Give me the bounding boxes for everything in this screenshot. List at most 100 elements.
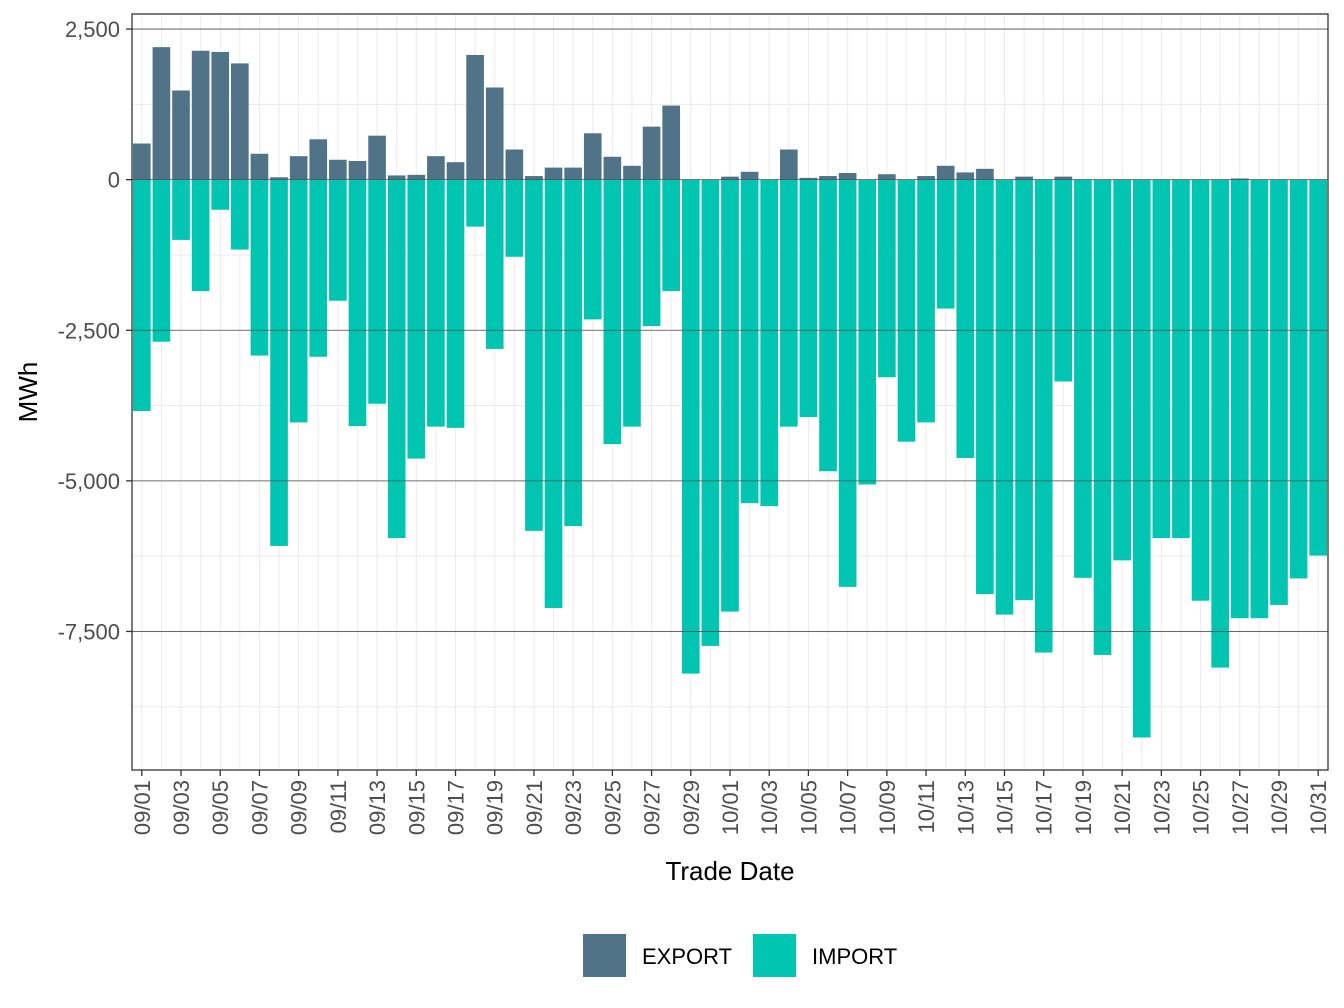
import-bar xyxy=(976,179,994,595)
import-bar xyxy=(485,179,504,349)
x-tick-label: 09/03 xyxy=(169,780,194,835)
import-bar xyxy=(1230,179,1249,619)
import-bar xyxy=(505,179,524,257)
import-bar xyxy=(1172,179,1190,539)
import-bar xyxy=(603,179,622,445)
export-bar xyxy=(819,176,837,180)
export-bar xyxy=(309,139,328,180)
legend-key-import xyxy=(753,934,796,977)
import-bar xyxy=(1054,179,1073,382)
import-bar xyxy=(701,179,720,646)
legend-key-export xyxy=(583,934,626,977)
import-bar xyxy=(642,179,661,327)
import-bar xyxy=(446,179,465,428)
export-bar xyxy=(936,165,955,180)
export-bar xyxy=(329,159,347,180)
x-tick-label: 09/27 xyxy=(640,780,665,835)
export-bar xyxy=(956,172,975,180)
import-bar xyxy=(231,179,249,250)
import-bar xyxy=(838,179,857,587)
export-bar xyxy=(976,168,994,180)
x-tick-label: 10/09 xyxy=(875,780,900,835)
x-tick-label: 10/13 xyxy=(953,780,978,835)
import-bar xyxy=(132,179,151,411)
x-tick-label: 10/01 xyxy=(718,780,743,835)
import-bar xyxy=(1191,179,1210,601)
x-tick-label: 10/07 xyxy=(836,780,861,835)
export-bar xyxy=(368,135,386,180)
export-bar xyxy=(387,175,406,180)
x-tick-label: 10/21 xyxy=(1110,780,1135,835)
import-bar xyxy=(1034,179,1053,653)
export-bar xyxy=(662,105,681,180)
import-bar xyxy=(1093,179,1112,655)
import-bar xyxy=(1015,179,1033,601)
import-bar xyxy=(760,179,779,507)
x-tick-label: 09/01 xyxy=(130,780,155,835)
legend: EXPORT IMPORT xyxy=(583,934,897,977)
import-bar xyxy=(623,179,641,427)
export-bar xyxy=(583,133,602,180)
import-bar xyxy=(348,179,367,427)
x-tick-label: 09/25 xyxy=(600,780,625,835)
export-bar xyxy=(1015,176,1033,180)
import-bar xyxy=(1289,179,1308,579)
export-bar xyxy=(564,167,582,180)
import-bar xyxy=(662,179,681,292)
import-bar xyxy=(427,179,445,427)
export-bar xyxy=(446,162,465,180)
import-bar xyxy=(309,179,328,357)
import-bar xyxy=(1113,179,1131,561)
export-bar xyxy=(544,167,563,180)
legend-label-import: IMPORT xyxy=(812,944,897,969)
x-tick-label: 10/03 xyxy=(757,780,782,835)
import-bar xyxy=(1309,179,1328,556)
import-bar xyxy=(407,179,426,459)
import-bar xyxy=(995,179,1014,615)
import-bar xyxy=(544,179,563,608)
bars-layer xyxy=(132,28,1328,738)
y-tick-label: 0 xyxy=(108,168,120,193)
legend-label-export: EXPORT xyxy=(642,944,732,969)
export-bar xyxy=(270,177,288,180)
import-bar xyxy=(897,179,916,442)
import-bar xyxy=(152,179,171,342)
x-tick-label: 09/23 xyxy=(561,780,586,835)
x-tick-label: 10/25 xyxy=(1189,780,1214,835)
y-tick-label: -5,000 xyxy=(58,469,120,494)
export-bar xyxy=(779,149,798,180)
x-tick-label: 10/19 xyxy=(1071,780,1096,835)
import-bar xyxy=(681,179,700,674)
export-bar xyxy=(427,156,445,180)
x-tick-label: 10/05 xyxy=(796,780,821,835)
x-tick-label: 10/15 xyxy=(992,780,1017,835)
export-bar xyxy=(231,63,249,180)
export-bar xyxy=(466,54,484,180)
export-bar xyxy=(603,156,622,180)
x-tick-label: 09/13 xyxy=(365,780,390,835)
export-bar xyxy=(407,174,426,180)
import-bar xyxy=(917,179,935,423)
x-tick-label: 10/11 xyxy=(914,780,939,833)
import-bar xyxy=(956,179,975,458)
x-tick-label: 09/29 xyxy=(679,780,704,835)
import-bar xyxy=(289,179,308,423)
x-tick-label: 09/11 xyxy=(326,780,351,833)
import-bar xyxy=(779,179,798,427)
export-bar xyxy=(525,176,543,180)
export-bar xyxy=(348,160,367,180)
import-bar xyxy=(819,179,837,472)
import-bar xyxy=(270,179,288,546)
x-tick-label: 09/17 xyxy=(444,780,469,835)
import-bar xyxy=(1152,179,1171,539)
x-tick-label: 10/29 xyxy=(1267,780,1292,835)
y-axis-title: MWh xyxy=(13,362,43,423)
import-bar xyxy=(1211,179,1229,668)
x-axis-title: Trade Date xyxy=(665,856,794,886)
x-tick-label: 09/09 xyxy=(287,780,312,835)
export-bar xyxy=(799,177,818,180)
import-bar xyxy=(211,179,230,210)
import-bar xyxy=(368,179,386,404)
export-bar xyxy=(211,51,230,180)
export-bar xyxy=(642,126,661,180)
